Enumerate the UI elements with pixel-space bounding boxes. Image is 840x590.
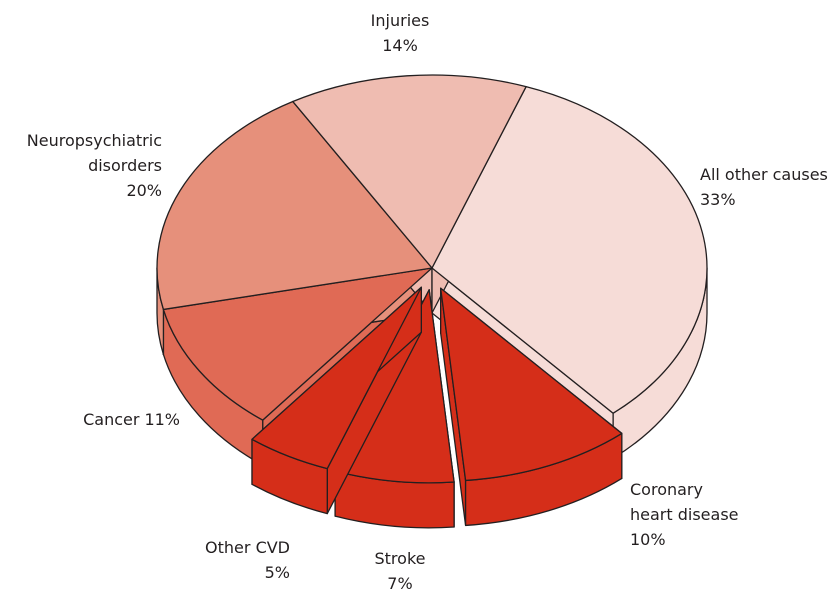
category-name: Stroke: [374, 549, 426, 568]
slice-label: Cancer 11%: [40, 407, 180, 432]
value-label: 5%: [264, 563, 290, 582]
category-name: All other causes: [700, 165, 828, 184]
category-name: Other CVD: [205, 538, 290, 557]
slice-label: Other CVD 5%: [170, 535, 290, 585]
value-label: 14%: [382, 36, 418, 55]
value-label: 11%: [144, 410, 180, 429]
category-name: Coronary heart disease: [630, 480, 739, 524]
category-name: Cancer: [83, 410, 140, 429]
value-label: 10%: [630, 530, 666, 549]
pie-slice: [162, 267, 433, 421]
slice-label: Coronary heart disease 10%: [630, 477, 780, 552]
slice-label: All other causes 33%: [700, 162, 840, 212]
pie-slice: [431, 85, 708, 414]
pie-slice: [292, 74, 527, 269]
pie-slice: [156, 100, 433, 311]
category-name: Injuries: [370, 11, 430, 30]
value-label: 7%: [387, 574, 413, 590]
value-label: 20%: [126, 181, 162, 200]
pie-slice: [440, 287, 623, 482]
pie-slice: [251, 286, 422, 470]
value-label: 33%: [700, 190, 736, 209]
slice-label: Injuries 14%: [330, 8, 470, 58]
category-name: Neuropsychiatric disorders: [26, 131, 162, 175]
slice-label: Neuropsychiatric disorders 20%: [0, 128, 162, 203]
slice-label: Stroke 7%: [340, 546, 460, 590]
